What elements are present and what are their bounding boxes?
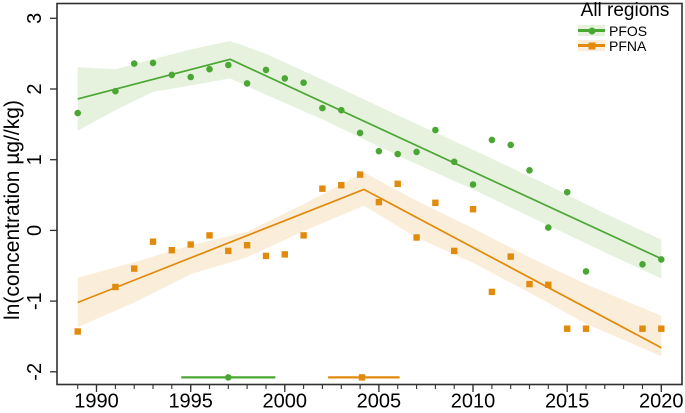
pfna-point — [564, 325, 571, 332]
pfna-point — [658, 325, 665, 332]
pfos-point — [262, 66, 270, 74]
y-axis-tick-label: 0 — [24, 225, 46, 236]
pfos-point — [206, 65, 213, 73]
x-axis-tick-label: 1990 — [74, 391, 119, 413]
pfos-point — [300, 79, 307, 86]
pfna-point — [206, 232, 213, 239]
pfna-square-marker-icon — [588, 42, 595, 49]
pfos-point — [394, 150, 402, 158]
pfos-point — [488, 136, 496, 144]
pfna-point — [451, 247, 458, 255]
pfos-point — [225, 61, 232, 69]
pfos-point — [563, 188, 571, 196]
pfna-point — [281, 251, 288, 258]
legend-item-pfos: PFOS — [578, 22, 683, 39]
pfos-point — [281, 75, 289, 82]
legend-title: All regions — [580, 0, 670, 21]
pfna-point — [187, 241, 194, 248]
pfos-point — [413, 148, 420, 156]
y-axis-tick-label: 1 — [24, 154, 46, 165]
pfna-point — [639, 325, 646, 332]
x-axis-tick-label: 2005 — [357, 391, 402, 413]
y-axis-tick-label: 3 — [24, 13, 46, 24]
y-axis-tick-label: -2 — [24, 363, 46, 381]
pfos-circle-marker-icon — [588, 27, 595, 34]
pfna-point — [469, 206, 477, 213]
pfna-confidence-band — [77, 172, 662, 357]
pfos-trend-line — [77, 58, 662, 260]
pfos-point — [375, 147, 383, 155]
y-axis-title: ln(concentration µg//kg) — [1, 100, 24, 320]
y-axis-tick-label: 2 — [24, 83, 46, 94]
x-axis-tick-label: 2010 — [451, 391, 496, 413]
pfna-point — [243, 242, 251, 249]
pfna-point — [131, 265, 138, 272]
pfna-point — [262, 252, 270, 260]
pfna-swatch — [578, 40, 605, 51]
pfna-point — [225, 247, 232, 255]
pfos-point — [338, 106, 345, 114]
pfos-point — [319, 104, 326, 112]
pfos-point — [149, 59, 157, 67]
pfos-point — [187, 73, 194, 81]
pfos-point — [432, 126, 439, 134]
pfna-point — [112, 283, 119, 291]
x-axis-tick-label: 2015 — [545, 391, 590, 413]
pfos-point — [450, 158, 458, 166]
legend: All regions PFOS PFNA — [567, 0, 683, 54]
pfna-point — [582, 325, 590, 332]
plot-frame — [56, 2, 683, 386]
pfna-point — [319, 185, 326, 192]
pfos-point — [74, 109, 81, 117]
pfna-point — [300, 232, 307, 239]
pfna-breakpoint-marker — [358, 374, 366, 381]
pfna-point — [545, 281, 552, 288]
pfna-point — [149, 238, 157, 245]
pfna-point — [413, 234, 420, 241]
pfna-point — [432, 199, 439, 206]
pfna-point — [375, 198, 383, 206]
pfna-point — [488, 288, 496, 296]
pfos-point — [658, 256, 665, 263]
legend-label-pfos: PFOS — [609, 22, 648, 39]
pfos-point — [469, 181, 477, 188]
pfna-point — [338, 182, 345, 189]
pfos-point — [526, 167, 533, 174]
pfos-point — [168, 71, 176, 79]
pfna-point — [507, 253, 514, 260]
pfos-point — [545, 224, 552, 231]
pfna-point — [74, 328, 81, 335]
pfos-point — [112, 87, 119, 95]
pfos-point — [130, 60, 138, 67]
pfos-point — [243, 80, 251, 87]
legend-label-pfna: PFNA — [609, 37, 647, 54]
pfos-point — [639, 261, 646, 268]
pfos-breakpoint-marker — [225, 374, 232, 381]
legend-item-pfna: PFNA — [578, 37, 683, 54]
pfna-point — [394, 180, 401, 187]
x-axis-tick-label: 1995 — [168, 391, 213, 413]
x-axis-tick-label: 2000 — [263, 391, 308, 413]
pfna-point — [168, 247, 175, 254]
pfos-point — [582, 268, 590, 275]
pfna-point — [356, 171, 364, 178]
x-axis-tick-label: 2020 — [639, 391, 684, 413]
y-axis-tick-label: -1 — [24, 292, 46, 310]
pfos-point — [507, 141, 514, 149]
pfna-trend-line — [77, 188, 662, 349]
pfos-swatch — [578, 25, 605, 36]
pfos-point — [356, 129, 364, 137]
pfna-point — [526, 280, 533, 288]
